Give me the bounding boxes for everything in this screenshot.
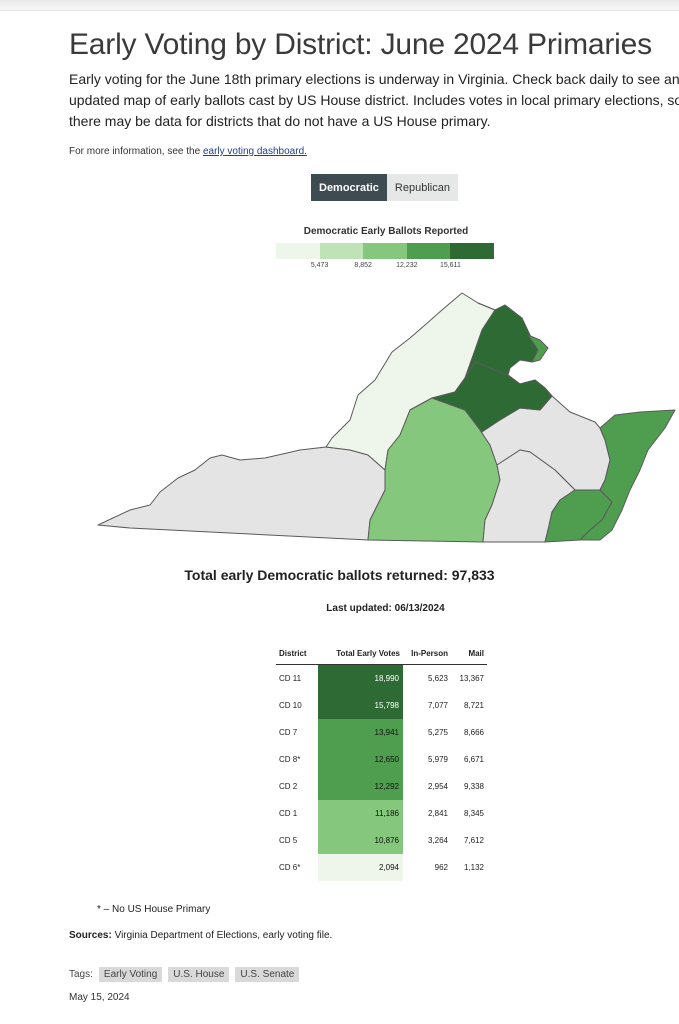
top-bar — [0, 0, 679, 11]
total-early-votes-cell: 15,798 — [318, 692, 403, 719]
total-early-votes-cell: 11,186 — [318, 800, 403, 827]
more-info-prefix: For more information, see the — [69, 146, 201, 157]
mail-cell: 6,671 — [463, 755, 484, 764]
in-person-cell: 5,275 — [427, 728, 448, 737]
legend-swatch — [406, 243, 451, 259]
party-toggle: Democratic Republican — [311, 174, 458, 201]
legend-swatch — [363, 243, 407, 259]
legend-tick: 12,232 — [396, 262, 418, 269]
district-cell: CD 5 — [279, 836, 298, 845]
sources-label: Sources: — [69, 930, 112, 941]
total-ballots: Total early Democratic ballots returned:… — [184, 567, 495, 583]
in-person-cell: 3,264 — [427, 836, 448, 845]
tag-us-house[interactable]: U.S. House — [168, 967, 230, 982]
table-row: CD 1 11,186 2,841 8,345 — [276, 800, 487, 827]
table-row: CD 2 12,292 2,954 9,338 — [276, 773, 487, 800]
district-cell: CD 1 — [279, 809, 298, 818]
legend-swatch — [450, 243, 494, 259]
total-early-votes-cell: 13,941 — [318, 719, 403, 746]
tag-us-senate[interactable]: U.S. Senate — [235, 967, 300, 982]
district-cell: CD 10 — [279, 701, 302, 710]
in-person-cell: 2,954 — [427, 782, 448, 791]
mail-cell: 13,367 — [459, 674, 484, 683]
republican-toggle-button[interactable]: Republican — [386, 174, 458, 201]
district-shape[interactable] — [527, 334, 549, 363]
column-header-district: District — [276, 642, 318, 665]
more-info-text: For more information, see the early voti… — [69, 146, 307, 157]
in-person-cell: 5,979 — [427, 755, 448, 764]
in-person-cell: 2,841 — [427, 809, 448, 818]
column-header-total-early-votes: Total Early Votes — [318, 642, 403, 665]
table-row: CD 8* 12,650 5,979 6,671 — [276, 746, 487, 773]
in-person-cell: 962 — [434, 863, 448, 872]
total-early-votes-cell: 12,292 — [318, 773, 403, 800]
publish-date: May 15, 2024 — [69, 992, 130, 1003]
district-cell: CD 2 — [279, 782, 298, 791]
district-shape[interactable] — [579, 409, 676, 541]
intro-line: there may be data for districts that do … — [69, 113, 491, 129]
legend-tick: 15,611 — [439, 262, 461, 269]
early-voting-dashboard-link[interactable]: early voting dashboard. — [202, 146, 307, 157]
in-person-cell: 5,623 — [427, 674, 448, 683]
intro-line: Early voting for the June 18th primary e… — [69, 71, 679, 87]
district-cell: CD 7 — [279, 728, 298, 737]
table-header-row: District Total Early Votes In-Person Mai… — [276, 642, 487, 665]
legend-swatch — [276, 243, 320, 259]
sources-text: Virginia Department of Elections, early … — [114, 930, 333, 941]
table-row: CD 5 10,876 3,264 7,612 — [276, 827, 487, 854]
democratic-toggle-button[interactable]: Democratic — [311, 174, 387, 201]
district-votes-table: District Total Early Votes In-Person Mai… — [276, 642, 487, 881]
total-early-votes-cell: 18,990 — [318, 664, 403, 692]
mail-cell: 8,666 — [463, 728, 484, 737]
table-row: CD 7 13,941 5,275 8,666 — [276, 719, 487, 746]
mail-cell: 8,345 — [463, 809, 484, 818]
mail-cell: 8,721 — [463, 701, 484, 710]
legend-swatch — [319, 243, 364, 259]
intro-line: updated map of early ballots cast by US … — [69, 92, 679, 108]
tags-label: Tags: — [69, 969, 93, 980]
table-row: CD 6* 2,094 962 1,132 — [276, 854, 487, 881]
legend-tick: 5,473 — [310, 262, 329, 269]
sources-line: Sources: Virginia Department of Election… — [69, 930, 332, 941]
table-row: CD 10 15,798 7,077 8,721 — [276, 692, 487, 719]
tag-early-voting[interactable]: Early Voting — [98, 967, 163, 982]
legend-color-bar — [276, 243, 494, 259]
footnote: * – No US House Primary — [97, 904, 211, 915]
district-cell: CD 6* — [279, 863, 301, 872]
in-person-cell: 7,077 — [427, 701, 448, 710]
last-updated: Last updated: 06/13/2024 — [326, 603, 445, 614]
mail-cell: 7,612 — [463, 836, 484, 845]
district-cell: CD 8* — [279, 755, 301, 764]
total-early-votes-cell: 2,094 — [318, 854, 403, 881]
district-shape[interactable] — [97, 446, 386, 541]
tags-row: Tags: Early Voting U.S. House U.S. Senat… — [69, 967, 300, 982]
total-early-votes-cell: 10,876 — [318, 827, 403, 854]
column-header-in-person: In-Person — [403, 642, 451, 665]
legend-title: Democratic Early Ballots Reported — [303, 226, 469, 237]
table-row: CD 11 18,990 5,623 13,367 — [276, 664, 487, 692]
total-early-votes-cell: 12,650 — [318, 746, 403, 773]
mail-cell: 1,132 — [463, 863, 484, 872]
district-cell: CD 11 — [279, 674, 302, 683]
page-title: Early Voting by District: June 2024 Prim… — [69, 28, 652, 61]
column-header-mail: Mail — [451, 642, 487, 665]
legend-tick: 8,852 — [354, 262, 372, 269]
intro-paragraph: Early voting for the June 18th primary e… — [69, 69, 679, 132]
mail-cell: 9,338 — [463, 782, 484, 791]
virginia-district-map — [97, 292, 676, 543]
district-shape[interactable] — [464, 302, 539, 379]
legend-ticks: 5,473 8,852 12,232 15,611 — [276, 262, 494, 274]
